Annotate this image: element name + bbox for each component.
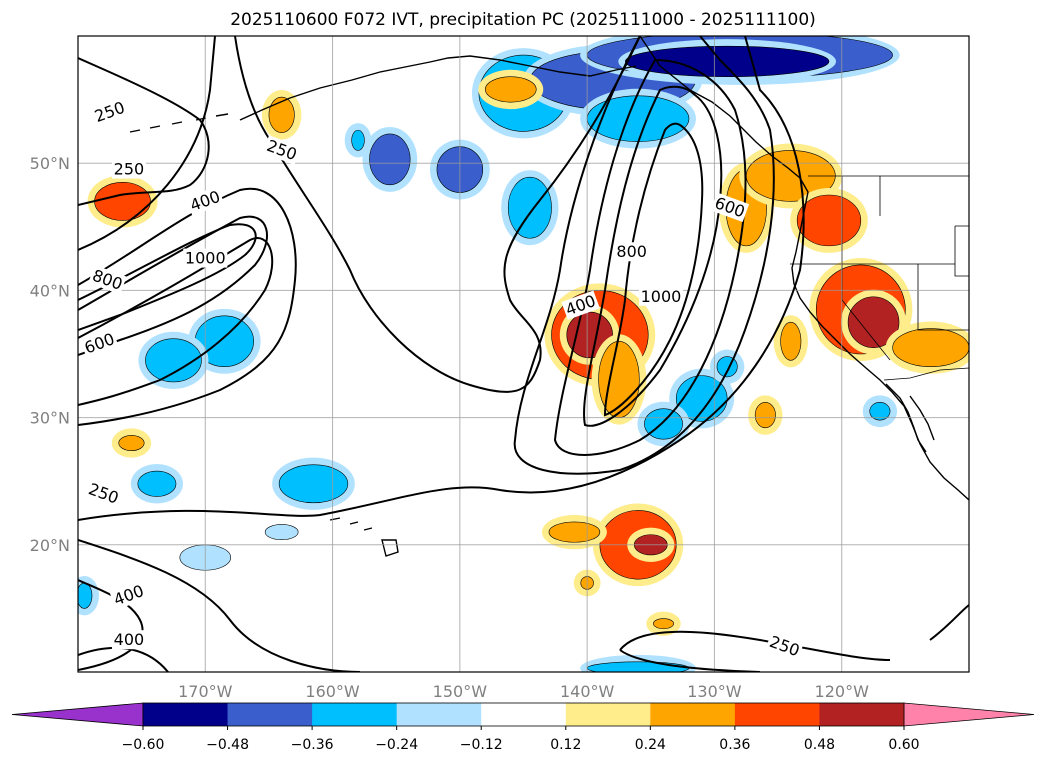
precip-pc-region xyxy=(278,464,349,504)
ivt-contour-250-nw xyxy=(78,57,210,206)
coastlines xyxy=(129,36,969,557)
ivt-contour-400-south xyxy=(78,579,169,672)
colorbar-tick-label: 0.48 xyxy=(804,737,835,753)
colorbar-bin xyxy=(819,703,905,726)
colorbar-bin xyxy=(312,703,398,726)
colorbar-bin xyxy=(565,703,651,726)
ivt-contour-250-river xyxy=(78,36,805,521)
colorbar-tick-label: −0.60 xyxy=(122,737,165,753)
colorbar-bin xyxy=(227,703,313,726)
latitude-label: 20°N xyxy=(30,536,70,555)
ivt-contour-label-text: 800 xyxy=(616,242,647,261)
ivt-contour-250-south xyxy=(619,630,891,672)
colorbar-extend-low xyxy=(11,702,144,727)
precip-pc-region xyxy=(94,181,151,221)
ivt-contour-800-river xyxy=(583,85,723,427)
map-title: 2025110600 F072 IVT, precipitation PC (2… xyxy=(230,10,816,30)
colorbar-outline xyxy=(142,702,905,727)
longitude-label: 130°W xyxy=(687,682,742,701)
precip-pc-region xyxy=(137,470,177,497)
colorbar-tick-label: 0.24 xyxy=(635,737,666,753)
precip-pc-region xyxy=(586,661,690,672)
ivt-contour-1000-river xyxy=(603,122,704,417)
colorbar: −0.60 −0.48 −0.36 −0.24 −0.12 0.12 0.24 0.36 0.4… xyxy=(11,702,1035,753)
colorbar-tick-label: −0.24 xyxy=(375,737,418,753)
longitude-label: 140°W xyxy=(560,682,615,701)
ivt-contour-label-text: 1000 xyxy=(641,287,682,306)
latitude-label: 40°N xyxy=(30,281,70,300)
precip-pc-region xyxy=(892,328,969,368)
precip-pc-region xyxy=(548,521,601,543)
colorbar-bin xyxy=(143,703,229,726)
precip-pc-region xyxy=(264,524,299,541)
ivt-contour-label: 1000 xyxy=(638,286,683,306)
colorbar-tick-label: 0.12 xyxy=(550,737,581,753)
colorbar-bin xyxy=(650,703,736,726)
precip-pc-region xyxy=(351,129,365,151)
aleutian-islands xyxy=(129,113,229,133)
ivt-contour-label-text: 400 xyxy=(114,630,145,649)
map-frame xyxy=(77,35,970,673)
ivt-contour-600-river xyxy=(553,58,747,456)
us-mexico-border xyxy=(883,367,969,381)
ivt-contour-label-text: 1000 xyxy=(185,249,226,268)
colorbar-bin xyxy=(481,703,567,726)
precip-pc-region xyxy=(369,133,411,186)
ivt-contour-600-pac xyxy=(78,237,274,406)
precip-pc-region xyxy=(118,435,145,451)
longitude-label: 170°W xyxy=(178,682,233,701)
graticule xyxy=(78,36,969,672)
colorbar-tick-label: 0.36 xyxy=(719,737,750,753)
colorbar-extend-high xyxy=(903,702,1035,727)
colorbar-tick-label: 0.60 xyxy=(888,737,919,753)
colorbar-bin xyxy=(396,703,482,726)
ivt-contour-label: 250 xyxy=(111,159,146,179)
latitude-label: 30°N xyxy=(30,409,70,428)
coastline-alaska xyxy=(239,55,637,121)
ivt-contour-label: 1000 xyxy=(183,248,228,268)
longitude-label: 160°W xyxy=(305,682,360,701)
precip-pc-region xyxy=(796,194,862,247)
ivt-contour-250-sw xyxy=(78,539,361,672)
precip-pc-region xyxy=(716,356,738,378)
longitude-label: 120°W xyxy=(815,682,870,701)
precip-pc-region xyxy=(754,402,776,429)
ivt-contour-800-pac xyxy=(78,215,268,356)
precip-pc-region xyxy=(485,76,537,103)
ivt-contour-label: 400 xyxy=(111,630,146,650)
precip-pc-region xyxy=(653,618,674,630)
ivt-contour-label: 250 xyxy=(262,135,302,165)
precip-pc-region xyxy=(869,402,891,421)
colorbar-tick-label: −0.12 xyxy=(460,737,503,753)
precip-pc-region xyxy=(78,582,93,609)
precip-pc-region xyxy=(145,338,202,383)
ivt-contour-400-river xyxy=(513,36,775,475)
ivt-contour-400-pac xyxy=(78,187,297,426)
latitude-label: 50°N xyxy=(30,154,70,173)
precip-pc-region xyxy=(268,96,295,133)
precip-pc-region xyxy=(507,176,552,239)
colorbar-tick-label: −0.36 xyxy=(291,737,334,753)
colorbar-bin xyxy=(734,703,820,726)
ivt-contour-label-text: 250 xyxy=(114,160,145,179)
precip-pc-region xyxy=(625,45,830,78)
ivt-contour-250-east xyxy=(929,604,969,641)
precip-pc-region xyxy=(644,408,683,440)
hawaiian-islands xyxy=(329,517,399,557)
longitude-label: 150°W xyxy=(433,682,488,701)
colorbar-tick-label: −0.48 xyxy=(206,737,249,753)
ivt-contour-1000-pac xyxy=(78,223,257,331)
precip-pc-region xyxy=(780,321,802,361)
ivt-contours xyxy=(78,36,969,672)
ivt-contour-250-main xyxy=(78,36,641,393)
ivt-contour-label: 800 xyxy=(614,242,649,262)
coastline-baja xyxy=(885,383,935,453)
precip-pc-region xyxy=(847,296,900,348)
axis-labels: 170°W 160°W 150°W 140°W 130°W 120°W 50°N 40°N 30… xyxy=(30,154,869,701)
